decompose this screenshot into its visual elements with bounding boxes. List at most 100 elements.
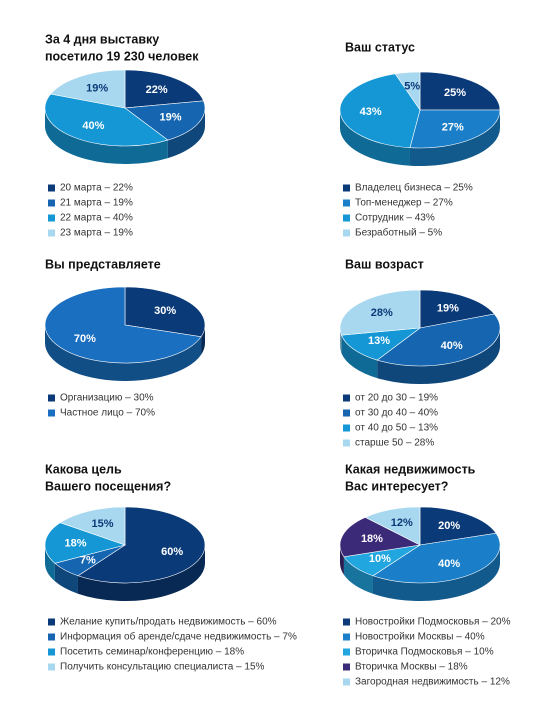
legend-swatch	[48, 618, 55, 626]
legend-swatch	[48, 199, 55, 207]
legend-swatch	[48, 663, 55, 671]
legend-swatch	[343, 409, 350, 417]
legend-label: Владелец бизнеса – 25%	[355, 182, 473, 194]
pie-slice	[44, 286, 202, 364]
value-label: 12%	[391, 517, 413, 529]
legend-swatch	[343, 424, 350, 432]
pie-side	[343, 556, 373, 594]
legend-swatch	[48, 633, 55, 641]
legend-label: Посетить семинар/конференцию – 18%	[60, 646, 244, 658]
chart-title: Какова цель	[45, 462, 122, 476]
pie-side	[54, 563, 78, 594]
pie-slice	[419, 71, 501, 111]
legend-label: Вторичка Подмосковья – 10%	[355, 647, 494, 658]
pie-side	[167, 108, 205, 159]
legend-label: Новостройки Подмосковья – 20%	[355, 617, 511, 628]
pie-slice	[44, 522, 127, 564]
chart-title: Ваш возраст	[345, 257, 424, 271]
value-label: 22%	[146, 84, 168, 96]
legend-swatch	[343, 663, 350, 671]
value-label: 28%	[371, 307, 393, 319]
value-label: 15%	[91, 518, 113, 530]
chart-title: Вашего посещения?	[45, 479, 171, 493]
legend-swatch	[343, 618, 350, 626]
legend-label: Новостройки Москвы – 40%	[355, 632, 485, 643]
pie-side	[377, 328, 500, 385]
legend-label: Сотрудник – 43%	[355, 213, 435, 224]
pie-side	[45, 108, 168, 164]
legend-swatch	[343, 678, 350, 686]
legend-label: Загородная недвижимость – 12%	[355, 677, 510, 688]
pie-side	[372, 545, 500, 602]
legend-label: Получить консультацию специалиста – 15%	[60, 662, 265, 673]
legend-swatch	[343, 648, 350, 656]
value-label: 18%	[361, 533, 383, 545]
value-label: 43%	[360, 106, 382, 118]
legend-swatch	[343, 199, 350, 207]
pie-slice	[340, 327, 422, 361]
chart-title: Вы представляете	[45, 257, 161, 271]
legend-label: от 30 до 40 – 40%	[355, 408, 438, 419]
legend-swatch	[48, 394, 55, 402]
legend-label: от 20 до 30 – 19%	[355, 393, 438, 404]
legend-label: Топ-менеджер – 27%	[355, 198, 453, 209]
legend-label: 20 марта – 22%	[60, 183, 133, 194]
legend-swatch	[343, 439, 350, 447]
legend-swatch	[343, 394, 350, 402]
value-label: 19%	[86, 82, 108, 94]
value-label: 19%	[437, 302, 459, 314]
pie-slice	[50, 69, 126, 109]
pie-slice	[124, 69, 205, 109]
pie-side	[77, 545, 205, 602]
value-label: 5%	[404, 81, 420, 93]
legend-label: старше 50 – 28%	[355, 438, 434, 449]
value-label: 30%	[154, 305, 176, 317]
pie-slice	[372, 532, 501, 584]
pie-side	[409, 110, 501, 167]
pie-slice	[77, 506, 206, 584]
pie-side	[201, 325, 205, 355]
value-label: 40%	[82, 120, 104, 132]
chart-title: посетило 19 230 человек	[45, 49, 199, 63]
pie-slice	[339, 516, 421, 558]
chart-title: Какая недвижимость	[345, 462, 476, 476]
chart-title: Ваш статус	[345, 40, 415, 54]
legend-label: 22 марта – 40%	[60, 213, 133, 224]
value-label: 10%	[369, 553, 391, 565]
value-label: 7%	[80, 554, 96, 566]
legend-swatch	[343, 633, 350, 641]
pie-slice	[124, 100, 206, 141]
value-label: 20%	[438, 520, 460, 532]
value-label: 25%	[444, 87, 466, 99]
legend-label: Организацию – 30%	[60, 393, 154, 404]
value-label: 40%	[438, 558, 460, 570]
pie-side	[339, 110, 410, 166]
legend-swatch	[48, 409, 55, 417]
pie-slice	[419, 506, 497, 546]
pie-slice	[376, 313, 501, 367]
legend-label: Вторичка Москвы – 18%	[355, 662, 468, 673]
legend-label: Желание купить/продать недвижимость – 60…	[60, 617, 277, 628]
legend-swatch	[48, 229, 55, 237]
legend-swatch	[343, 184, 350, 192]
legend-label: 21 марта – 19%	[60, 198, 133, 209]
legend-swatch	[48, 184, 55, 192]
legend-label: от 40 до 50 – 13%	[355, 423, 438, 434]
pie-slice	[419, 289, 495, 329]
pie-slice	[339, 73, 421, 149]
value-label: 13%	[368, 335, 390, 347]
value-label: 40%	[441, 340, 463, 352]
value-label: 27%	[442, 122, 464, 134]
pie-side	[341, 335, 378, 379]
pie-side	[45, 325, 202, 381]
legend-swatch	[48, 214, 55, 222]
legend-swatch	[343, 229, 350, 237]
pie-side	[45, 545, 55, 582]
pie-slice	[59, 506, 126, 546]
pie-side	[340, 545, 344, 575]
pie-slice	[364, 506, 421, 546]
value-label: 19%	[160, 111, 182, 123]
legend-swatch	[48, 648, 55, 656]
